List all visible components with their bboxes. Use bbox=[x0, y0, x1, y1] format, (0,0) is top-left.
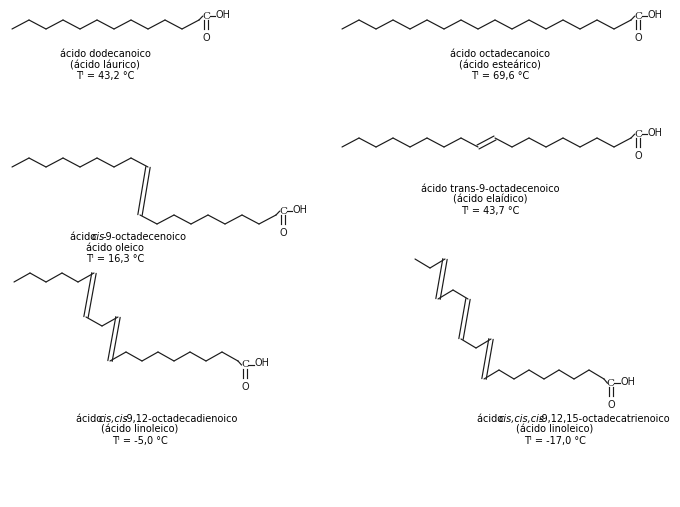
Text: -9,12-octadecadienoico: -9,12-octadecadienoico bbox=[124, 414, 238, 424]
Text: ácido: ácido bbox=[76, 414, 105, 424]
Text: ácido dodecanoico: ácido dodecanoico bbox=[60, 49, 150, 59]
Text: O: O bbox=[607, 400, 615, 410]
Text: O: O bbox=[279, 228, 287, 238]
Text: C: C bbox=[634, 12, 642, 21]
Text: Tⁱ = 43,7 °C: Tⁱ = 43,7 °C bbox=[461, 206, 520, 216]
Text: Tⁱ = -5,0 °C: Tⁱ = -5,0 °C bbox=[112, 436, 168, 446]
Text: C: C bbox=[607, 379, 615, 388]
Text: O: O bbox=[241, 382, 249, 392]
Text: OH: OH bbox=[216, 10, 231, 20]
Text: C: C bbox=[202, 12, 210, 21]
Text: Tⁱ = 69,6 °C: Tⁱ = 69,6 °C bbox=[471, 71, 529, 81]
Text: C: C bbox=[279, 207, 287, 216]
Text: ácido oleico: ácido oleico bbox=[86, 243, 144, 253]
Text: cis,cis: cis,cis bbox=[98, 414, 128, 424]
Text: -9-octadecenoico: -9-octadecenoico bbox=[102, 232, 186, 242]
Text: OH: OH bbox=[292, 205, 307, 215]
Text: C: C bbox=[241, 360, 249, 370]
Text: (ácido láurico): (ácido láurico) bbox=[70, 60, 140, 70]
Text: -9,12,15-octadecatrienoico: -9,12,15-octadecatrienoico bbox=[539, 414, 670, 424]
Text: ácido: ácido bbox=[477, 414, 506, 424]
Text: Tⁱ = 43,2 °C: Tⁱ = 43,2 °C bbox=[75, 71, 134, 81]
Text: C: C bbox=[634, 130, 642, 139]
Text: OH: OH bbox=[254, 358, 269, 369]
Text: ácido octadecanoico: ácido octadecanoico bbox=[450, 49, 550, 59]
Text: OH: OH bbox=[647, 10, 662, 20]
Text: cis,cis,cis: cis,cis,cis bbox=[498, 414, 545, 424]
Text: O: O bbox=[634, 151, 642, 161]
Text: (ácido esteárico): (ácido esteárico) bbox=[459, 60, 541, 70]
Text: ácido: ácido bbox=[69, 232, 99, 242]
Text: O: O bbox=[202, 33, 210, 43]
Text: Tⁱ = 16,3 °C: Tⁱ = 16,3 °C bbox=[86, 254, 144, 264]
Text: OH: OH bbox=[647, 128, 662, 138]
Text: OH: OH bbox=[620, 377, 635, 387]
Text: (ácido elaídico): (ácido elaídico) bbox=[453, 195, 527, 205]
Text: (ácido linoleico): (ácido linoleico) bbox=[101, 425, 179, 435]
Text: ácido trans-9-octadecenoico: ácido trans-9-octadecenoico bbox=[421, 184, 559, 194]
Text: O: O bbox=[634, 33, 642, 43]
Text: Tⁱ = -17,0 °C: Tⁱ = -17,0 °C bbox=[524, 436, 586, 446]
Text: cis: cis bbox=[91, 232, 105, 242]
Text: (ácido linoleico): (ácido linoleico) bbox=[516, 425, 594, 435]
